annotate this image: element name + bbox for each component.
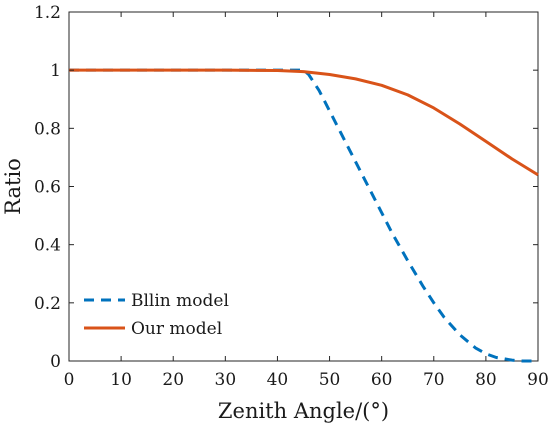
y-axis-label: Ratio <box>1 158 25 215</box>
tick-layer: 0 10 20 30 40 50 60 70 80 90 0 0.2 0.4 0.6 0.8 1 1.2 <box>34 3 549 390</box>
series-line-0 <box>69 68 538 363</box>
legend: Bllin model Our model <box>84 291 229 339</box>
y-tick-label-6: 1.2 <box>34 3 61 23</box>
x-axis-label: Zenith Angle/(°) <box>218 399 389 423</box>
y-tick-label-0: 0 <box>50 352 61 372</box>
x-tick-label-4: 40 <box>267 370 289 390</box>
x-tick-label-3: 30 <box>215 370 237 390</box>
y-tick-label-3: 0.6 <box>34 178 61 198</box>
y-tick-label-4: 0.8 <box>34 119 61 139</box>
x-tick-label-6: 60 <box>371 370 393 390</box>
x-tick-label-2: 20 <box>162 370 184 390</box>
x-tick-label-9: 90 <box>527 370 549 390</box>
legend-label-our: Our model <box>131 319 222 339</box>
y-tick-label-1: 0.2 <box>34 294 61 314</box>
x-tick-label-8: 80 <box>475 370 497 390</box>
x-tick-label-1: 10 <box>110 370 132 390</box>
y-tick-label-2: 0.4 <box>34 236 61 256</box>
legend-label-bllin: Bllin model <box>131 291 229 311</box>
series-line-1 <box>69 68 539 177</box>
x-tick-label-5: 50 <box>319 370 341 390</box>
series-layer <box>69 68 539 363</box>
y-tick-label-5: 1 <box>50 61 61 81</box>
x-tick-label-7: 70 <box>423 370 445 390</box>
x-tick-label-0: 0 <box>64 370 75 390</box>
